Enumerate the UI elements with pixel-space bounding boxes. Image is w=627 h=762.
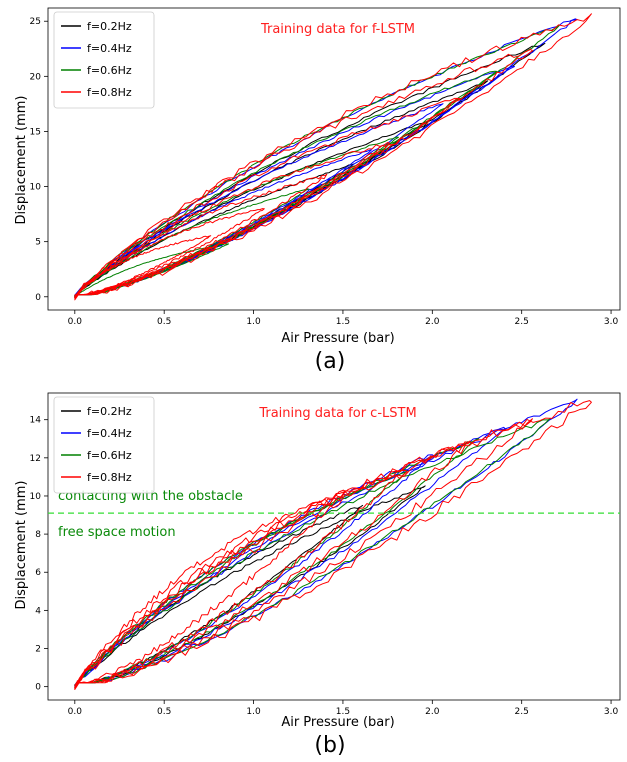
legend-label: f=0.2Hz <box>87 20 132 33</box>
y-axis-label-a: Displacement (mm) <box>14 96 29 225</box>
series-loop-f=0.8Hz <box>74 440 471 690</box>
y-tick-label: 10 <box>30 183 42 193</box>
ticks-b: 0.0 0.5 1.0 1.5 2.0 2.5 3.0 0 2 4 6 8 10 12 14 <box>30 416 619 717</box>
y-tick-label: 20 <box>30 72 42 82</box>
chart-title-b: Training data for c-LSTM <box>258 406 416 421</box>
legend-box <box>53 396 155 494</box>
series-loop-f=0.8Hz <box>74 142 390 300</box>
x-tick-label: 3.0 <box>604 317 619 327</box>
x-tick-label: 1.5 <box>336 707 350 717</box>
y-tick-label: 4 <box>35 606 41 616</box>
series-loop-f=0.4Hz <box>74 454 435 687</box>
chart-title-a: Training data for f-LSTM <box>260 22 415 37</box>
y-tick-label: 0 <box>35 293 41 303</box>
x-tick-label: 2.0 <box>425 317 440 327</box>
x-tick-label: 2.5 <box>515 317 529 327</box>
x-tick-label: 0.0 <box>68 707 83 717</box>
series-loop-f=0.8Hz <box>74 400 592 690</box>
series-loop-f=0.8Hz <box>74 235 212 298</box>
x-axis-label-a: Air Pressure (bar) <box>281 331 394 346</box>
plot-frame-a <box>47 7 621 311</box>
series-loop-f=0.6Hz <box>74 438 480 688</box>
series-loop-f=0.6Hz <box>74 136 399 298</box>
panel-label-b: (b) <box>314 733 345 758</box>
series-layer-b <box>74 398 592 690</box>
y-tick-label: 2 <box>35 645 41 655</box>
legend-label: f=0.4Hz <box>87 427 132 440</box>
legend-label: f=0.4Hz <box>87 42 132 55</box>
series-loop-f=0.4Hz <box>74 103 444 297</box>
x-tick-label: 0.5 <box>157 707 171 717</box>
x-tick-label: 2.0 <box>425 707 440 717</box>
y-tick-label: 12 <box>30 454 41 464</box>
series-loop-f=0.4Hz <box>74 149 372 297</box>
x-tick-label: 1.0 <box>246 317 261 327</box>
y-tick-label: 6 <box>35 568 41 578</box>
y-tick-label: 8 <box>35 530 41 540</box>
legend-label: f=0.6Hz <box>87 64 132 77</box>
legend-label: f=0.8Hz <box>87 86 132 99</box>
series-loop-f=0.8Hz <box>74 470 408 686</box>
legend-label: f=0.8Hz <box>87 471 132 484</box>
series-loop-f=0.8Hz <box>74 491 346 689</box>
series-loop-f=0.8Hz <box>74 418 533 689</box>
x-tick-label: 3.0 <box>604 707 619 717</box>
legend-a: f=0.2Hz f=0.4Hz f=0.6Hz f=0.8Hz <box>53 11 155 109</box>
annotation-free-space: free space motion <box>58 525 176 540</box>
y-tick-label: 14 <box>30 416 42 426</box>
x-tick-label: 0.5 <box>157 317 171 327</box>
plot-frame-b <box>47 392 621 701</box>
series-loop-f=0.8Hz <box>74 97 462 296</box>
y-tick-label: 10 <box>30 492 42 502</box>
legend-box <box>53 11 155 109</box>
y-tick-label: 25 <box>30 17 41 27</box>
x-axis-label-b: Air Pressure (bar) <box>281 715 394 730</box>
y-axis-label-b: Displacement (mm) <box>14 481 29 610</box>
panel-label-a: (a) <box>315 349 346 374</box>
x-tick-label: 2.5 <box>515 707 529 717</box>
y-tick-label: 0 <box>35 683 41 693</box>
series-layer-a <box>74 13 592 301</box>
series-loop-f=0.8Hz <box>74 208 265 299</box>
series-loop-f=0.8Hz <box>74 173 328 298</box>
ticks-a: 0.0 0.5 1.0 1.5 2.0 2.5 3.0 0 5 10 15 20 25 <box>30 17 619 327</box>
y-tick-label: 5 <box>35 238 41 248</box>
x-tick-label: 1.5 <box>336 317 350 327</box>
series-loop-f=0.6Hz <box>74 417 551 686</box>
y-tick-label: 15 <box>30 127 41 137</box>
series-loop-f=0.8Hz <box>74 13 592 301</box>
legend-label: f=0.6Hz <box>87 449 132 462</box>
legend-label: f=0.2Hz <box>87 405 132 418</box>
x-tick-label: 1.0 <box>246 707 261 717</box>
chart-panel-a: 0.0 0.5 1.0 1.5 2.0 2.5 3.0 0 5 10 15 20 25 Training… <box>14 7 621 374</box>
series-loop-f=0.8Hz <box>74 48 533 298</box>
series-loop-f=0.2Hz <box>74 485 426 687</box>
x-tick-label: 0.0 <box>68 317 83 327</box>
legend-b: f=0.2Hz f=0.4Hz f=0.6Hz f=0.8Hz <box>53 396 155 494</box>
